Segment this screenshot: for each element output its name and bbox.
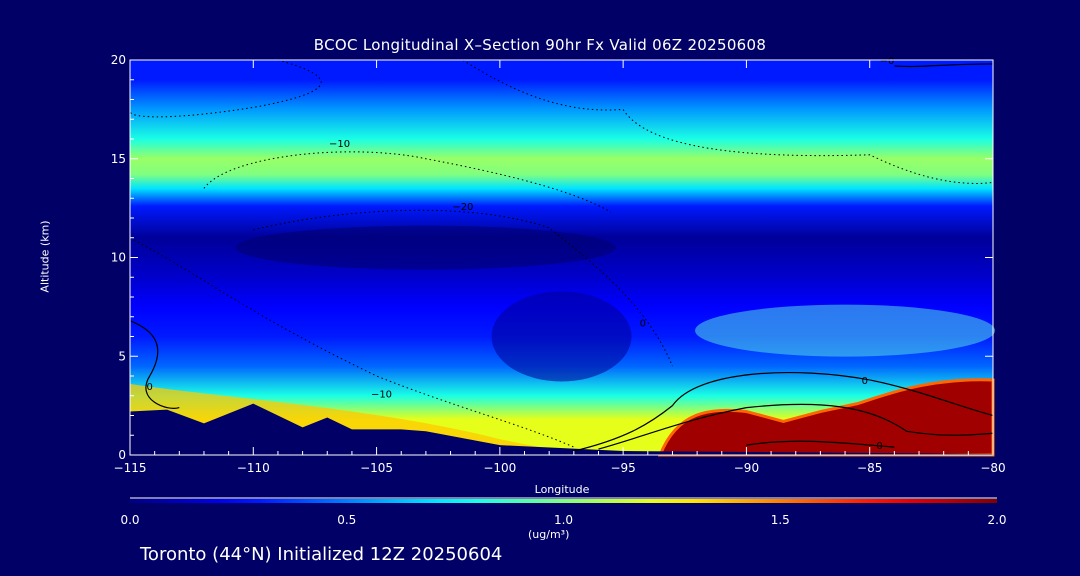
colorbar-units-label: (ug/m³) (528, 528, 570, 541)
contour-label: 0 (640, 319, 646, 330)
solid-contour (746, 440, 895, 448)
terrain-profile (130, 403, 993, 455)
contour-label: −10 (371, 390, 392, 401)
y-tick-label: 15 (111, 152, 126, 166)
isotherm-contour (253, 209, 673, 367)
x-tick-label: −80 (980, 461, 1005, 475)
contour-label: 0 (876, 441, 882, 452)
colorbar-tick-label: 1.5 (771, 513, 790, 527)
solid-contour (129, 320, 180, 409)
colorbar-tick-label: 0.0 (120, 513, 139, 527)
footer-initialized-text: Toronto (44°N) Initialized 12Z 20250604 (140, 544, 503, 565)
isotherm-contour (203, 151, 612, 213)
solid-contour (598, 403, 994, 450)
solid-contour (573, 371, 994, 452)
colorbar-tick-label: 0.5 (337, 513, 356, 527)
solid-contour (894, 63, 994, 68)
contour-label: −10 (329, 139, 350, 150)
smoke-plume-region (657, 378, 995, 457)
contour-label: −0 (880, 56, 895, 67)
y-tick-label: 20 (111, 53, 126, 67)
x-tick-label: −100 (483, 461, 516, 475)
x-tick-label: −105 (360, 461, 393, 475)
isotherm-contour (462, 59, 994, 184)
x-axis-label: Longitude (534, 483, 590, 496)
colorbar-tick-label: 1.0 (554, 513, 573, 527)
x-tick-label: −95 (610, 461, 635, 475)
colorbar-tick-label: 2.0 (987, 513, 1006, 527)
contour-label: 0 (862, 376, 868, 387)
y-tick-label: 10 (111, 251, 126, 265)
y-tick-label: 5 (118, 349, 126, 363)
contour-label: 0 (147, 382, 153, 393)
low-concentration-pocket (235, 225, 616, 270)
x-tick-label: −85 (857, 461, 882, 475)
mid-level-layer-east (695, 304, 996, 357)
chart-title: BCOC Longitudinal X–Section 90hr Fx Vali… (313, 36, 767, 54)
y-tick-label: 0 (118, 448, 126, 462)
x-tick-label: −90 (734, 461, 759, 475)
low-concentration-column (491, 291, 632, 382)
x-tick-label: −110 (237, 461, 270, 475)
colorbar (130, 499, 997, 503)
isotherm-contour (129, 59, 322, 118)
x-tick-label: −115 (114, 461, 147, 475)
contour-label: −20 (452, 202, 473, 213)
y-axis-label: Altitude (km) (38, 220, 52, 293)
